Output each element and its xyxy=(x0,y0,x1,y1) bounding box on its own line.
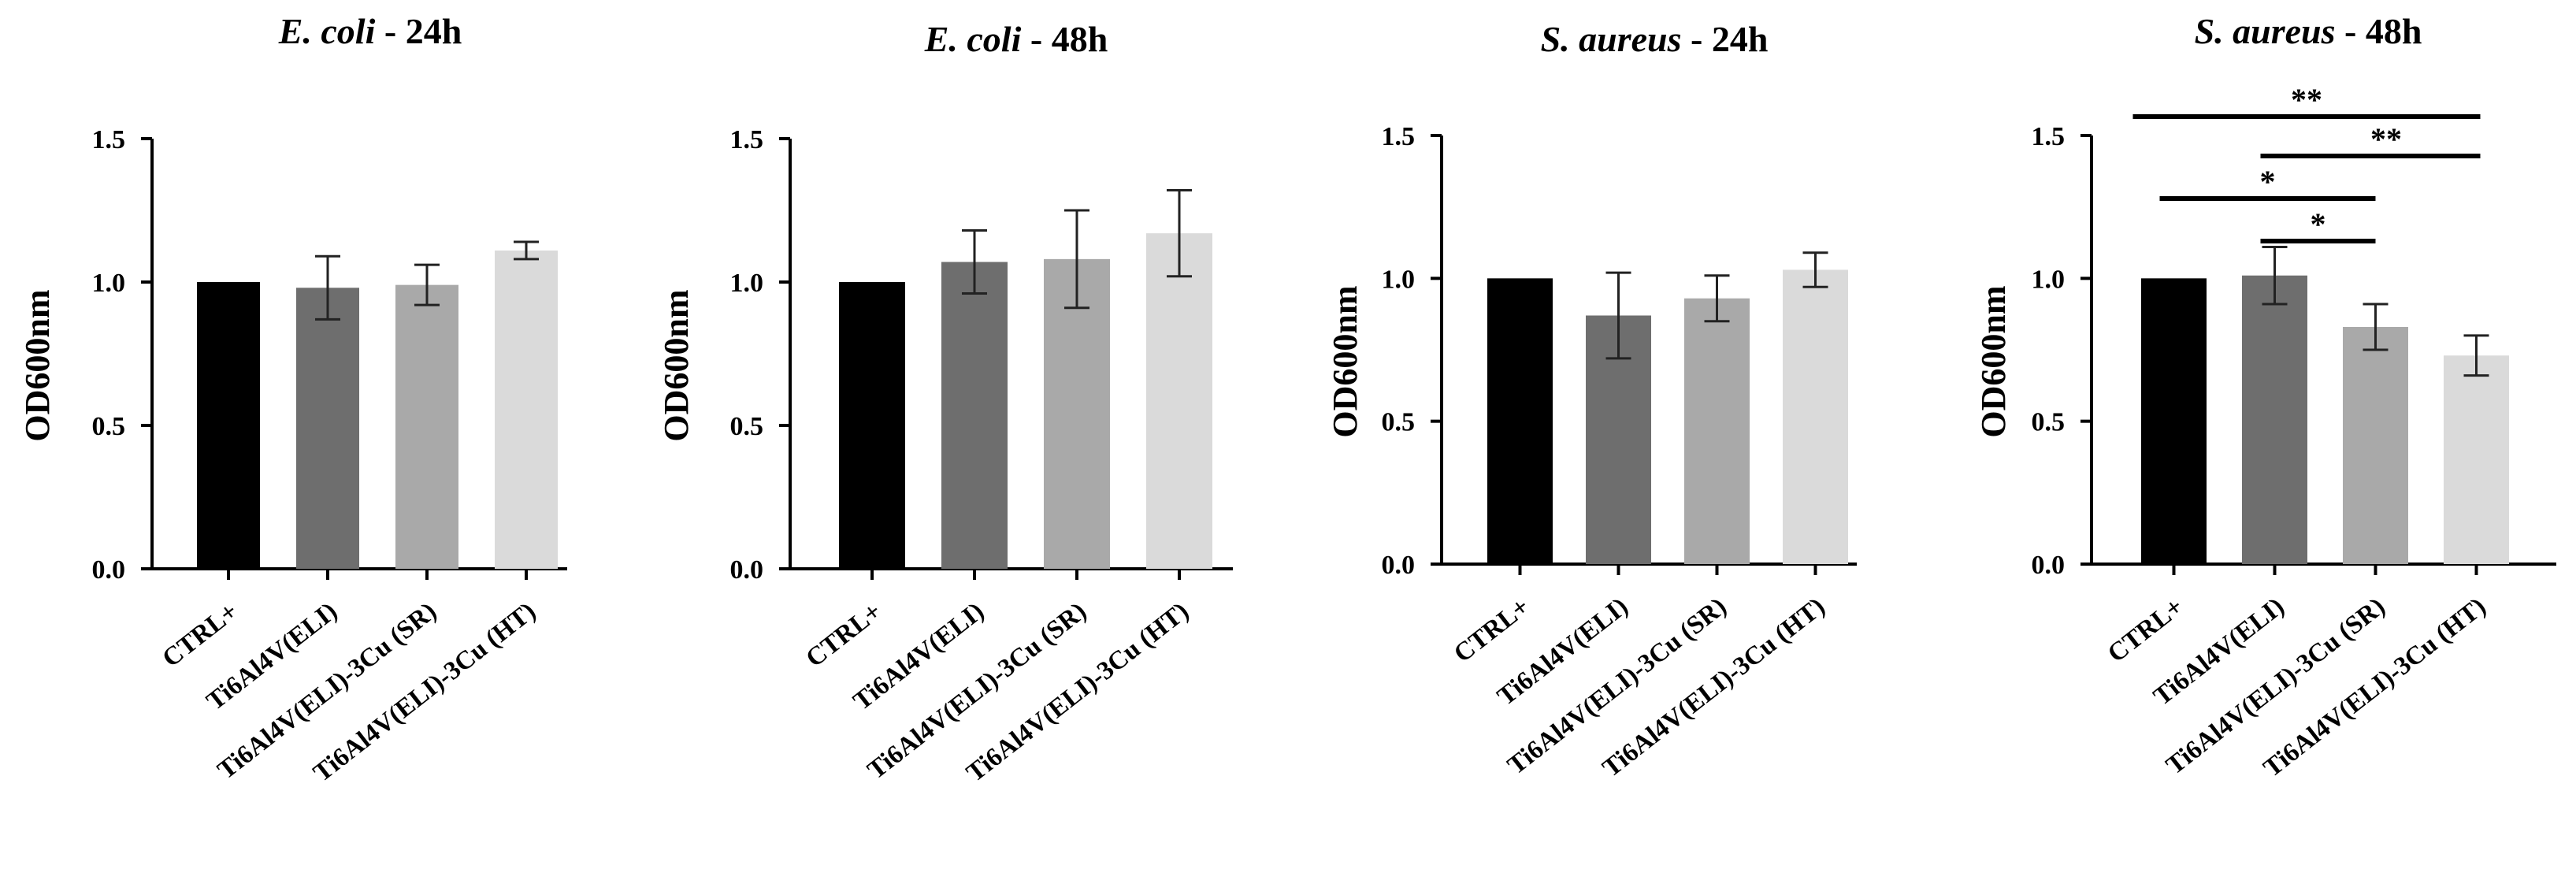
chart-title-organism: S. aureus xyxy=(1541,19,1682,59)
bar-3 xyxy=(1044,258,1110,569)
bar-4 xyxy=(1146,233,1212,569)
bar-2 xyxy=(2242,275,2307,564)
bar-4 xyxy=(2444,355,2509,564)
x-tick-label: CTRL+ xyxy=(1449,592,1535,668)
bar-1 xyxy=(197,282,260,569)
y-tick-label: 1.0 xyxy=(92,269,126,298)
chart-title: E. coli - 24h xyxy=(278,11,462,51)
y-tick-label: 0.5 xyxy=(2032,408,2066,437)
bar-3 xyxy=(2343,326,2408,564)
y-axis-label: OD600nm xyxy=(18,289,57,441)
bar-1 xyxy=(1487,278,1553,564)
bar-4 xyxy=(495,250,558,569)
y-tick-label: 0.0 xyxy=(2032,551,2066,580)
y-tick-label: 0.5 xyxy=(1382,408,1416,437)
y-tick-label: 0.0 xyxy=(92,555,126,585)
y-tick-label: 0.5 xyxy=(92,412,126,441)
bar-2 xyxy=(296,288,359,569)
y-tick-label: 1.5 xyxy=(2032,122,2066,151)
y-tick-label: 1.5 xyxy=(92,125,126,154)
y-axis-label: OD600nm xyxy=(657,289,696,441)
chart-panel-2: E. coli - 48hOD600nm0.00.51.01.5CTRL+Ti6… xyxy=(657,19,1233,788)
y-tick-label: 1.0 xyxy=(1382,265,1416,294)
bar-1 xyxy=(2141,278,2207,564)
chart-title-timepoint: - 48h xyxy=(1021,19,1108,59)
y-axis-label: OD600nm xyxy=(1974,285,2013,437)
bar-3 xyxy=(395,284,458,569)
significance-label: ** xyxy=(2370,121,2402,157)
chart-title-organism: E. coli xyxy=(278,11,376,51)
chart-panel-3: S. aureus - 24hOD600nm0.00.51.01.5CTRL+T… xyxy=(1326,19,1857,783)
y-tick-label: 0.0 xyxy=(730,555,764,585)
significance-label: * xyxy=(2311,206,2326,242)
x-tick-label: CTRL+ xyxy=(2103,592,2188,668)
bar-2 xyxy=(941,262,1008,569)
chart-title: S. aureus - 48h xyxy=(2195,11,2422,51)
chart-title-organism: E. coli xyxy=(924,19,1022,59)
chart-title-timepoint: - 24h xyxy=(1682,19,1769,59)
bar-3 xyxy=(1684,298,1750,564)
chart-panel-4: S. aureus - 48hOD600nm0.00.51.01.5CTRL+T… xyxy=(1974,11,2556,783)
y-tick-label: 0.0 xyxy=(1382,551,1416,580)
y-tick-label: 1.0 xyxy=(2032,265,2066,294)
bar-4 xyxy=(1783,269,1848,564)
chart-title-organism: S. aureus xyxy=(2195,11,2336,51)
y-tick-label: 0.5 xyxy=(730,412,764,441)
y-tick-label: 1.5 xyxy=(1382,122,1416,151)
chart-panel-1: E. coli - 24hOD600nm0.00.51.01.5CTRL+Ti6… xyxy=(18,11,567,788)
x-tick-label: CTRL+ xyxy=(801,597,887,673)
chart-title-timepoint: - 24h xyxy=(375,11,462,51)
y-tick-label: 1.0 xyxy=(730,269,764,298)
y-tick-label: 1.5 xyxy=(730,125,764,154)
bar-1 xyxy=(839,282,905,569)
significance-label: * xyxy=(2260,164,2276,199)
chart-title: E. coli - 48h xyxy=(924,19,1108,59)
x-tick-label: CTRL+ xyxy=(158,597,243,673)
y-axis-label: OD600nm xyxy=(1326,285,1364,437)
chart-title: S. aureus - 24h xyxy=(1541,19,1769,59)
significance-label: ** xyxy=(2291,82,2322,117)
chart-title-timepoint: - 48h xyxy=(2336,11,2422,51)
